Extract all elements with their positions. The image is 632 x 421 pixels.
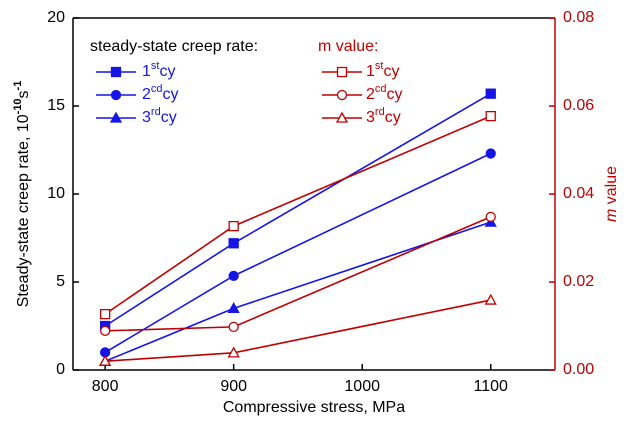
series-line <box>104 152 492 354</box>
y-tick-label: 5 <box>56 273 65 290</box>
y-axis-label: Steady-state creep rate, 10-10s-1 <box>12 81 32 308</box>
legend-label-part: cy <box>163 86 179 103</box>
legend-label-part: cd <box>375 83 387 95</box>
x-tick-label: 800 <box>92 378 119 395</box>
y-label-part: -1 <box>12 81 24 91</box>
legend-label: 3rdcy <box>142 106 177 126</box>
marker <box>109 111 123 123</box>
legend-title: m value: <box>318 38 378 55</box>
marker <box>484 293 497 305</box>
marker <box>485 211 496 223</box>
y2-label-part: value <box>603 166 620 209</box>
x-tick-label: 1100 <box>474 378 509 395</box>
y-tick-label: 20 <box>47 9 65 26</box>
legend-label-part: cy <box>383 63 399 80</box>
series-line <box>104 92 492 327</box>
marker <box>228 238 239 249</box>
legend-label-part: rd <box>375 106 385 118</box>
y2-tick-label: 0.04 <box>563 185 594 202</box>
legend-label-part: 1 <box>366 63 375 80</box>
legend-label: 2cdcy <box>366 83 403 103</box>
marker <box>485 88 496 99</box>
marker <box>485 148 496 159</box>
marker <box>335 111 349 123</box>
marker <box>228 220 239 232</box>
legend-label: 1stcy <box>142 60 175 80</box>
marker <box>336 89 348 101</box>
marker <box>99 354 112 366</box>
y2-tick-label: 0.06 <box>563 97 594 114</box>
x-axis-label: Compressive stress, MPa <box>223 399 405 416</box>
legend-label-part: st <box>375 60 384 72</box>
y-tick-label: 10 <box>47 185 65 202</box>
marker <box>228 321 239 333</box>
y-label-part: -10 <box>12 98 24 114</box>
legend-label-part: cy <box>161 109 177 126</box>
x-tick-label: 900 <box>220 378 247 395</box>
series-line <box>104 115 492 315</box>
y-label-part: s <box>15 90 32 98</box>
y2-label-part: m <box>603 209 620 222</box>
legend-label-part: st <box>151 60 160 72</box>
x-tick-label: 1000 <box>344 378 380 395</box>
legend-label-part: 3 <box>366 109 375 126</box>
legend-label: 2cdcy <box>142 83 179 103</box>
marker <box>485 110 496 122</box>
marker <box>228 270 239 281</box>
marker <box>227 346 240 358</box>
marker <box>110 66 122 78</box>
legend-label-part: 2 <box>366 86 375 103</box>
series-line <box>105 299 491 362</box>
y-tick-label: 0 <box>56 361 65 378</box>
legend-label-part: cd <box>151 83 163 95</box>
legend-title: steady-state creep rate: <box>90 38 258 55</box>
legend-label: 3rdcy <box>366 106 401 126</box>
legend-label: 1stcy <box>366 60 399 80</box>
marker <box>227 302 240 314</box>
legend-label-part: rd <box>151 106 161 118</box>
marker <box>110 89 122 101</box>
y-label-part: Steady-state creep rate, 10 <box>15 114 32 307</box>
legend-label-part: cy <box>159 63 175 80</box>
y2-tick-label: 0.08 <box>563 9 594 26</box>
y2-axis-label: m value <box>603 166 620 222</box>
y-tick-label: 15 <box>47 97 65 114</box>
y2-tick-label: 0.00 <box>563 361 594 378</box>
legend-label-part: cy <box>385 109 401 126</box>
marker <box>99 308 111 320</box>
legend-label-part: cy <box>387 86 403 103</box>
marker <box>99 325 111 336</box>
legend-label-part: 2 <box>142 86 151 103</box>
legend-label-part: 3 <box>142 109 151 126</box>
legend-label-part: 1 <box>142 63 151 80</box>
marker <box>336 66 348 78</box>
y2-tick-label: 0.02 <box>563 273 594 290</box>
